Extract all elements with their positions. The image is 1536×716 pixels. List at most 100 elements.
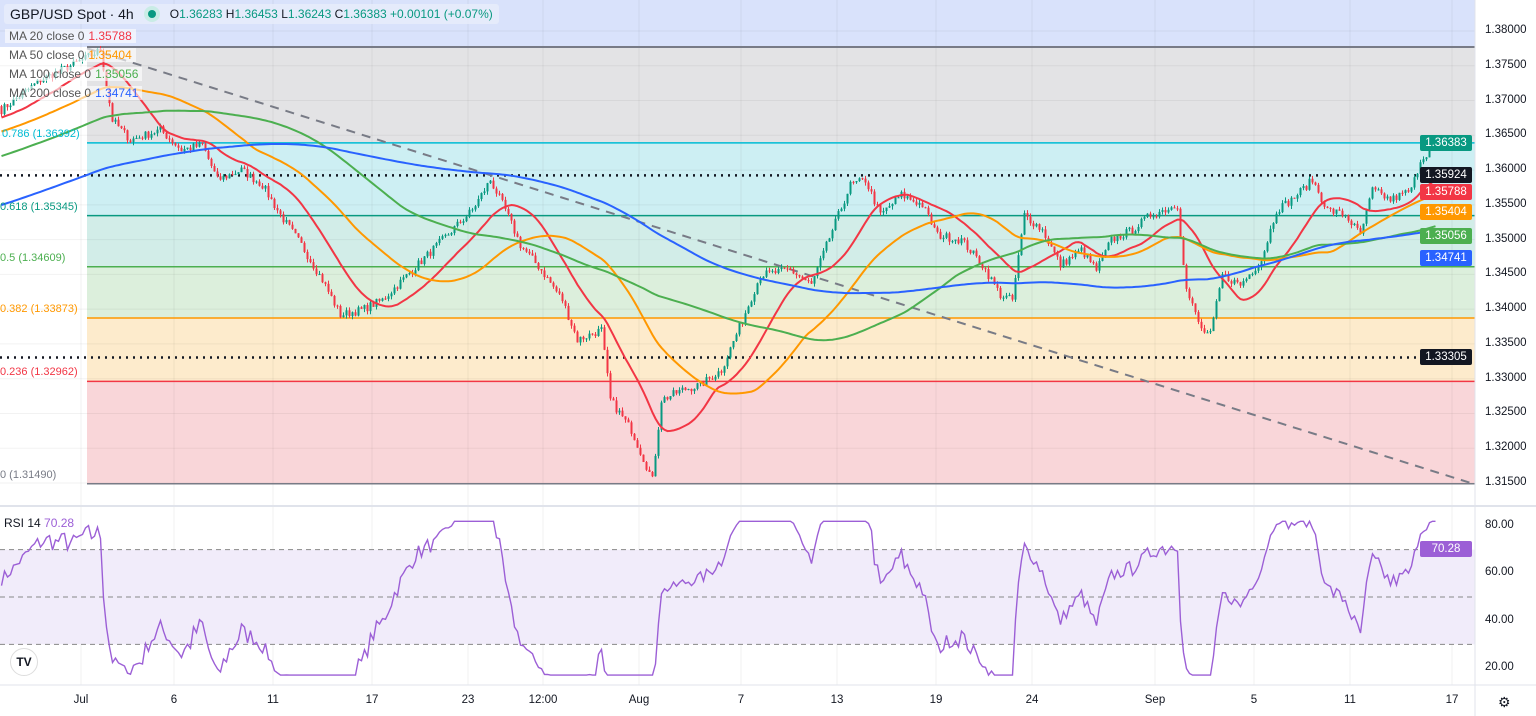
candle [1368,198,1371,210]
candle [1353,223,1356,226]
candle [345,310,348,316]
candle [759,278,762,284]
candle [1308,178,1311,190]
price-axis-tick: 1.36500 [1485,128,1527,141]
candle [1140,218,1143,228]
candle [135,137,138,139]
candle [1161,210,1164,212]
candle [666,397,669,400]
symbol-title[interactable]: GBP/USD Spot · 4h [10,6,134,22]
candle [1335,209,1338,214]
candle [867,182,870,190]
candle [960,238,963,244]
candle [198,142,201,147]
candle [534,255,537,264]
candle [1422,159,1425,163]
candle [858,178,861,182]
candle [63,66,66,68]
candle [138,137,141,139]
candle [591,333,594,335]
price-axis-tick: 1.31500 [1485,476,1527,488]
candle [129,140,132,142]
candle [1017,255,1020,279]
candle [1089,254,1092,262]
candle [882,211,885,213]
ma-legend-item[interactable]: MA 50 close 0 1.35404 [5,48,136,62]
ma-legend-item[interactable]: MA 200 close 0 1.34741 [5,86,143,100]
ma-legend-item[interactable]: MA 100 close 0 1.35056 [5,67,143,81]
price-axis-tick: 1.37000 [1485,93,1527,106]
candle [1272,223,1275,229]
candle [1245,278,1248,282]
candle [780,267,783,270]
candle [192,143,195,151]
candle [471,209,474,211]
candle [1080,247,1083,251]
candle [576,331,579,343]
candle [921,202,924,208]
candle [774,270,777,274]
candle [876,204,879,206]
candle [1275,213,1278,224]
fib-level-label: 0 (1.31490) [0,468,57,481]
candle [402,277,405,280]
time-axis-tick: Jul [73,694,89,706]
candle [948,233,951,242]
candle [792,269,795,274]
candle [810,281,813,284]
candle [870,189,873,192]
candle [822,250,825,259]
candle [888,206,891,208]
candle [660,402,663,430]
rsi-axis-tick: 80.00 [1485,519,1514,531]
candle [1104,250,1107,256]
candle [213,165,216,172]
candle [918,202,921,205]
candle [1185,265,1188,289]
tradingview-logo[interactable]: TV [10,648,38,676]
candle [981,264,984,269]
candle [894,197,897,205]
candle [1302,186,1305,189]
candle [312,262,315,269]
settings-icon[interactable]: ⚙ [1498,694,1511,710]
candle [240,167,243,173]
candle [588,333,591,339]
candle [1167,209,1170,213]
candle [1266,242,1269,252]
time-axis-tick: 24 [1025,694,1039,706]
price-axis-tick: 1.35500 [1485,197,1527,210]
candle [1059,256,1062,268]
candle [1404,190,1407,193]
candle [1191,298,1194,304]
candle [1320,192,1323,202]
candle [1236,279,1239,283]
candle [1038,224,1041,230]
ma-value: 1.35056 [95,67,139,81]
candle [306,251,309,260]
candle [507,208,510,214]
candle [816,267,819,277]
fib-level-label: 0.236 (1.32962) [0,366,78,379]
candle [561,293,564,302]
candle [663,397,666,403]
candle [990,277,993,280]
candle [555,286,558,292]
price-tag: 1.33305 [1420,349,1472,366]
fib-zone [87,142,1475,216]
candle [825,241,828,251]
candle [621,410,624,417]
candle [1002,297,1005,299]
candle [1269,228,1272,243]
candle [120,126,123,129]
candle [378,298,381,301]
candle [600,327,603,329]
price-axis-tick: 1.33500 [1485,336,1527,349]
candle [1158,211,1161,217]
candle [942,237,945,239]
candle [180,147,183,152]
candle [1311,178,1314,183]
ma-legend-item[interactable]: MA 20 close 0 1.35788 [5,29,136,43]
price-axis-tick: 1.38000 [1485,24,1527,36]
